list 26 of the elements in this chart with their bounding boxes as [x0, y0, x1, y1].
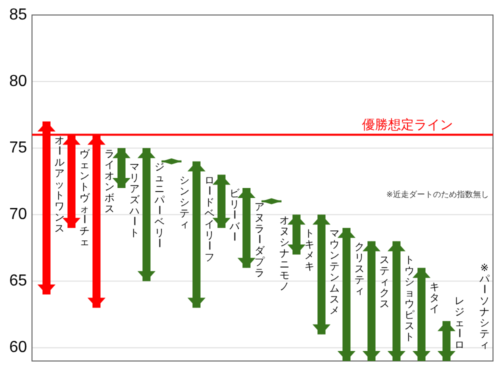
y-tick-label: 65	[9, 272, 28, 290]
x-tick-label: トキメキ	[304, 228, 314, 273]
x-tick-label: マウンテンムスメ	[330, 228, 340, 317]
x-tick-label: オヌシナニモノ	[280, 215, 290, 292]
x-tick-label: アヌラーダプラ	[253, 202, 266, 279]
x-tick-label: レジェーロ	[453, 296, 464, 351]
y-tick-label: 85	[9, 6, 28, 24]
x-tick-label: マリアズハート	[128, 162, 140, 240]
annotation: ※近走ダートのため指数無し	[386, 190, 489, 199]
x-tick-label: クリスティ	[354, 242, 364, 297]
x-tick-label: ※パーソナシティ	[478, 263, 490, 351]
x-tick-label: ビリーバー	[228, 188, 240, 242]
y-tick-label: 60	[9, 339, 28, 356]
y-tick-label: 80	[9, 73, 28, 90]
y-tick-label: 70	[9, 206, 28, 224]
x-tick-label: スティクス	[380, 255, 390, 310]
x-tick-label: キタイ	[430, 282, 440, 315]
x-tick-label: ジュニパーベリー	[153, 162, 166, 248]
x-tick-label: トウショウピスト	[404, 255, 414, 344]
y-tick-label: 75	[9, 140, 28, 157]
x-tick-label: ロードベイリーフ	[203, 175, 214, 264]
x-tick-label: シンシティ	[180, 175, 190, 230]
ref-line-label: 優勝想定ライン	[362, 116, 453, 132]
category-label: オールアットワンス	[53, 135, 64, 234]
x-tick-label: ライオンボス	[104, 148, 114, 215]
category-label: ヴェントヴォーチェ	[78, 148, 90, 248]
